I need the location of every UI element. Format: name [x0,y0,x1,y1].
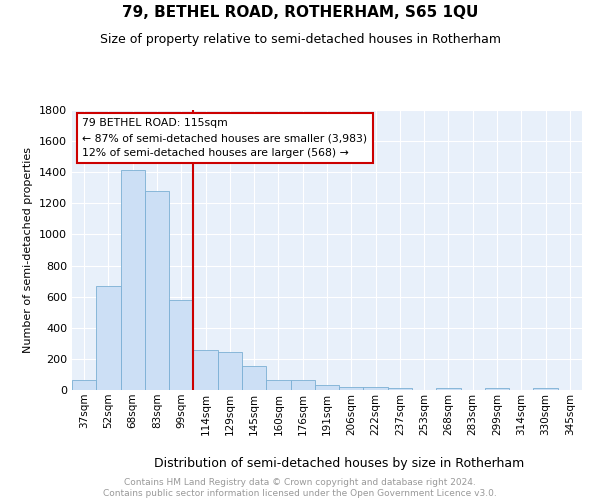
Bar [218,352,242,390]
Bar [388,388,412,390]
Text: Size of property relative to semi-detached houses in Rotherham: Size of property relative to semi-detach… [100,32,500,46]
Y-axis label: Number of semi-detached properties: Number of semi-detached properties [23,147,34,353]
Bar [169,300,193,390]
Bar [533,388,558,390]
Bar [121,170,145,390]
Bar [242,366,266,390]
Text: 79, BETHEL ROAD, ROTHERHAM, S65 1QU: 79, BETHEL ROAD, ROTHERHAM, S65 1QU [122,5,478,20]
Bar [266,380,290,390]
Bar [436,388,461,390]
Bar [290,380,315,390]
Bar [485,388,509,390]
Bar [96,286,121,390]
Bar [193,350,218,390]
Bar [364,387,388,390]
Text: Contains HM Land Registry data © Crown copyright and database right 2024.
Contai: Contains HM Land Registry data © Crown c… [103,478,497,498]
Bar [339,387,364,390]
Text: Distribution of semi-detached houses by size in Rotherham: Distribution of semi-detached houses by … [154,458,524,470]
Text: 79 BETHEL ROAD: 115sqm
← 87% of semi-detached houses are smaller (3,983)
12% of : 79 BETHEL ROAD: 115sqm ← 87% of semi-det… [82,118,367,158]
Bar [315,384,339,390]
Bar [145,191,169,390]
Bar [72,380,96,390]
